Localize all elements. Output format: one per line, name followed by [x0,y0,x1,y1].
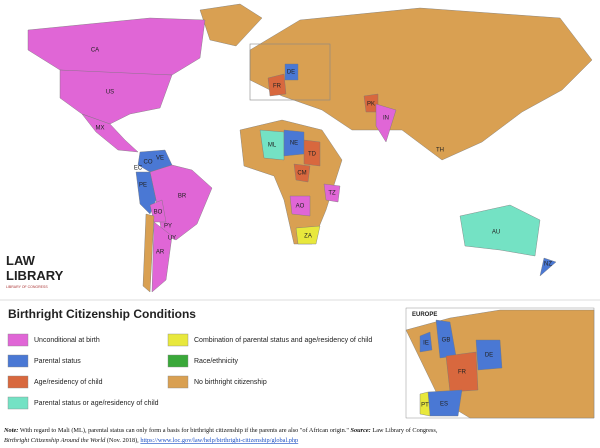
logo-line: LAW [6,253,36,268]
country-label: FR [273,84,282,90]
inset-title: EUROPE [412,312,437,318]
legend-label: Race/ethnicity [194,358,238,365]
legend-label: Parental status [34,358,81,365]
inset-country-label: PT [421,403,429,409]
country-label: AO [296,204,305,210]
country-label: PK [367,102,375,108]
country-label: BO [154,210,163,216]
source-date: (Nov. 2018), [107,437,139,444]
inset-labels: IE GB DE FR ES PT [421,338,493,409]
south-africa [295,225,321,245]
country-label: IN [383,116,389,122]
country-label: AR [156,250,165,256]
india [375,103,397,143]
note: Note: With regard to Mali (ML), parental… [3,427,438,434]
tanzania [323,183,341,203]
cameroon [293,163,311,183]
source-url[interactable]: https://www.loc.gov/law/help/birthright-… [140,437,298,444]
logo-subline: LIBRARY OF CONGRESS [6,285,48,289]
source-title: Birthright Citizenship Around the World [4,437,106,444]
inset-germany [475,339,503,371]
country-label: PE [139,183,147,189]
legend-swatch [167,375,189,389]
mexico [81,113,139,153]
legend-swatch [167,354,189,368]
inset-portugal [419,391,431,417]
country-label: VE [156,156,164,162]
country-label: CA [91,48,99,54]
europe-inset [405,307,595,419]
country-label: UY [168,236,176,242]
country-label: ML [268,143,277,149]
inset-country-label: DE [485,353,493,359]
country-label: AU [492,230,500,236]
source-text: Law Library of Congress, [372,427,437,434]
legend-swatch [7,396,29,410]
country-label: CM [297,171,306,177]
germany [284,63,299,81]
country-label: TZ [328,191,336,197]
note-line2: Birthright Citizenship Around the World … [4,437,298,444]
legend-swatch [167,333,189,347]
country-label: ZA [304,234,312,240]
legend-swatch [7,354,29,368]
angola [289,195,311,217]
logo-line: LIBRARY [6,268,64,283]
legend-swatch [7,333,29,347]
europe-inset-outline [249,43,331,101]
eurasia [249,7,593,161]
inset-country-label: ES [440,402,448,408]
country-label: BR [178,194,187,200]
australia [459,204,541,257]
inset-country-label: IE [423,341,429,347]
source-label: Source: [350,427,370,434]
argentina [151,221,173,293]
legend-title: Birthright Citizenship Conditions [8,307,196,321]
legend-label: Unconditional at birth [34,337,100,344]
new-zealand [539,257,557,277]
usa [59,69,173,125]
legend-label: Age/residency of child [34,379,103,386]
country-label: CO [144,160,153,166]
legend-label: Parental status or age/residency of chil… [34,400,159,407]
country-label: TD [308,152,317,158]
country-label: DE [287,70,295,76]
note-label: Note: [3,427,18,434]
country-label: TH [436,148,444,154]
note-text: With regard to Mali (ML), parental statu… [20,427,350,434]
canada [27,17,206,76]
legend-label: Combination of parental status and age/r… [194,337,372,344]
country-label: US [106,90,114,96]
legend-swatch [7,375,29,389]
world-map [27,3,593,293]
legend: Unconditional at birth Parental status Age… [7,333,372,410]
chile [142,213,155,293]
inset-country-label: GB [442,338,451,344]
chad [303,139,321,167]
country-label: MX [96,126,105,132]
legend-label: No birthright citizenship [194,379,267,386]
country-label: NE [290,141,298,147]
inset-country-label: FR [458,370,467,376]
country-label: PY [164,224,172,230]
country-label: NZ [544,262,552,268]
greenland [199,3,263,47]
country-label: EC [134,166,143,172]
inset-ireland [419,331,433,353]
france [267,73,287,97]
mali [259,129,285,161]
inset-france [445,351,479,393]
